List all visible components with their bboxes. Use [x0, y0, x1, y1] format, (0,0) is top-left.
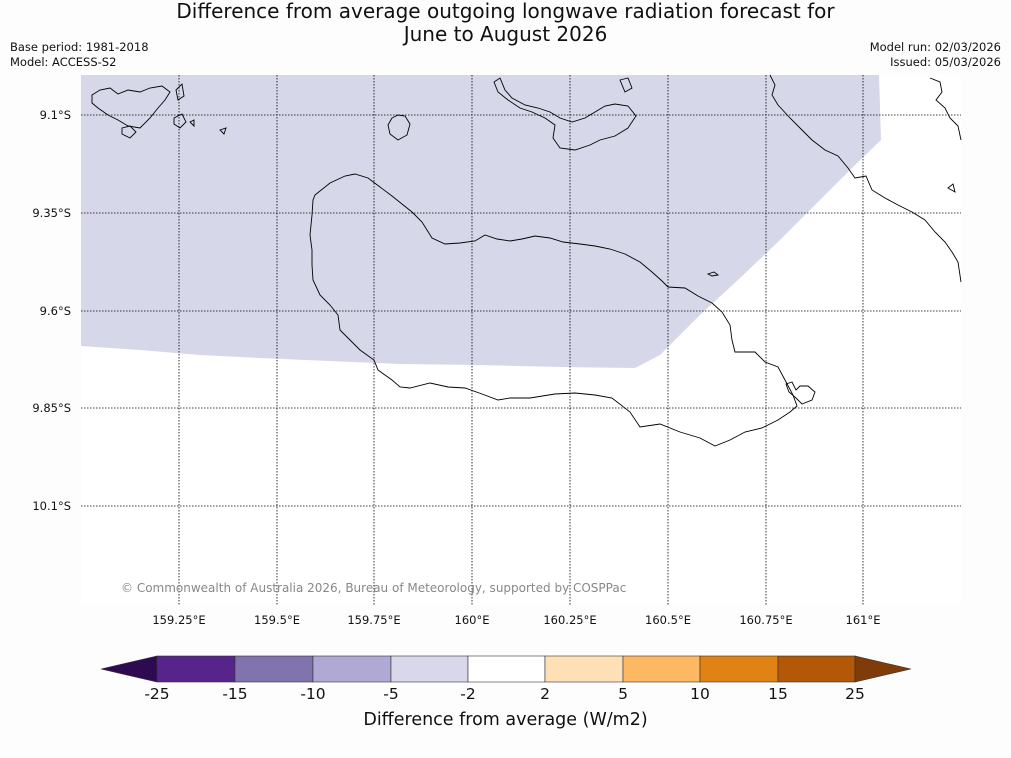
colorbar-tick-4: -5	[383, 685, 399, 703]
meta-left: Base period: 1981-2018 Model: ACCESS-S2	[10, 40, 149, 70]
lon-label-6: 160.5°E	[645, 613, 691, 627]
colorbar-box-2	[234, 655, 314, 683]
colorbar-box-5	[467, 655, 546, 683]
colorbar-box-8	[699, 655, 779, 683]
map-title: Difference from average outgoing longwav…	[0, 0, 1011, 46]
lon-label-7: 160.75°E	[739, 613, 793, 627]
colorbar-tick-9: 15	[768, 685, 788, 703]
colorbar-tick-8: 10	[690, 685, 710, 703]
colorbar-box-3	[312, 655, 392, 683]
colorbar	[100, 655, 912, 683]
coastline-malaita-islet	[947, 183, 956, 193]
coastline-malaita-north	[929, 77, 962, 141]
coastline-islet	[706, 271, 720, 277]
coastline-russell-5	[189, 119, 195, 128]
coastline-russell-2	[121, 125, 137, 139]
colorbar-tick-2: -15	[222, 685, 248, 703]
base-period: Base period: 1981-2018	[10, 40, 149, 54]
lat-label-5: 10.1°S	[32, 499, 71, 513]
colorbar-tick-10: 25	[845, 685, 865, 703]
lon-label-1: 159.25°E	[152, 613, 206, 627]
colorbar-tick-5: -2	[460, 685, 476, 703]
lat-label-2: 9.35°S	[32, 206, 71, 220]
colorbar-tick-6: 2	[540, 685, 550, 703]
colorbar-tick-1: -25	[144, 685, 170, 703]
lat-label-3: 9.6°S	[39, 304, 71, 318]
title-line-2: June to August 2026	[403, 22, 608, 46]
colorbar-box-4	[390, 655, 469, 683]
coastline-guadalcanal	[309, 173, 798, 447]
lon-label-4: 160°E	[454, 613, 490, 627]
coastline-east-islets	[785, 381, 816, 405]
colorbar-box-1	[156, 655, 236, 683]
coastline-florida-2	[619, 77, 633, 93]
coastline-russell-6	[219, 127, 227, 135]
coastline-russell	[91, 85, 171, 129]
gridlines	[81, 75, 961, 605]
title-line-1: Difference from average outgoing longwav…	[176, 0, 835, 23]
colorbar-tick-3: -10	[300, 685, 326, 703]
coastline-russell-4	[175, 83, 185, 101]
colorbar-box-7	[622, 655, 701, 683]
coastline-savo	[387, 114, 411, 141]
colorbar-tick-7: 5	[618, 685, 628, 703]
coastline-russell-3	[173, 113, 187, 129]
colorbar-label: Difference from average (W/m2)	[363, 710, 648, 730]
colorbar-extend-high	[854, 655, 912, 683]
coastline-malaita	[769, 74, 962, 283]
coastline-florida	[493, 77, 637, 151]
lon-label-5: 160.25°E	[543, 613, 597, 627]
coastlines	[91, 74, 962, 447]
colorbar-extend-low	[100, 655, 158, 683]
model-run: Model run: 02/03/2026	[869, 40, 1001, 54]
model-name: Model: ACCESS-S2	[10, 55, 117, 69]
lon-label-8: 161°E	[845, 613, 881, 627]
shaded-region	[81, 75, 881, 368]
meta-right: Model run: 02/03/2026 Issued: 05/03/2026	[870, 40, 1001, 70]
lon-label-2: 159.5°E	[254, 613, 300, 627]
copyright-notice: © Commonwealth of Australia 2026, Bureau…	[121, 581, 627, 595]
colorbar-box-9	[777, 655, 856, 683]
colorbar-box-6	[544, 655, 624, 683]
issued-date: Issued: 05/03/2026	[890, 55, 1001, 69]
lat-label-1: 9.1°S	[39, 108, 71, 122]
lon-label-3: 159.75°E	[347, 613, 401, 627]
lat-label-4: 9.85°S	[32, 401, 71, 415]
